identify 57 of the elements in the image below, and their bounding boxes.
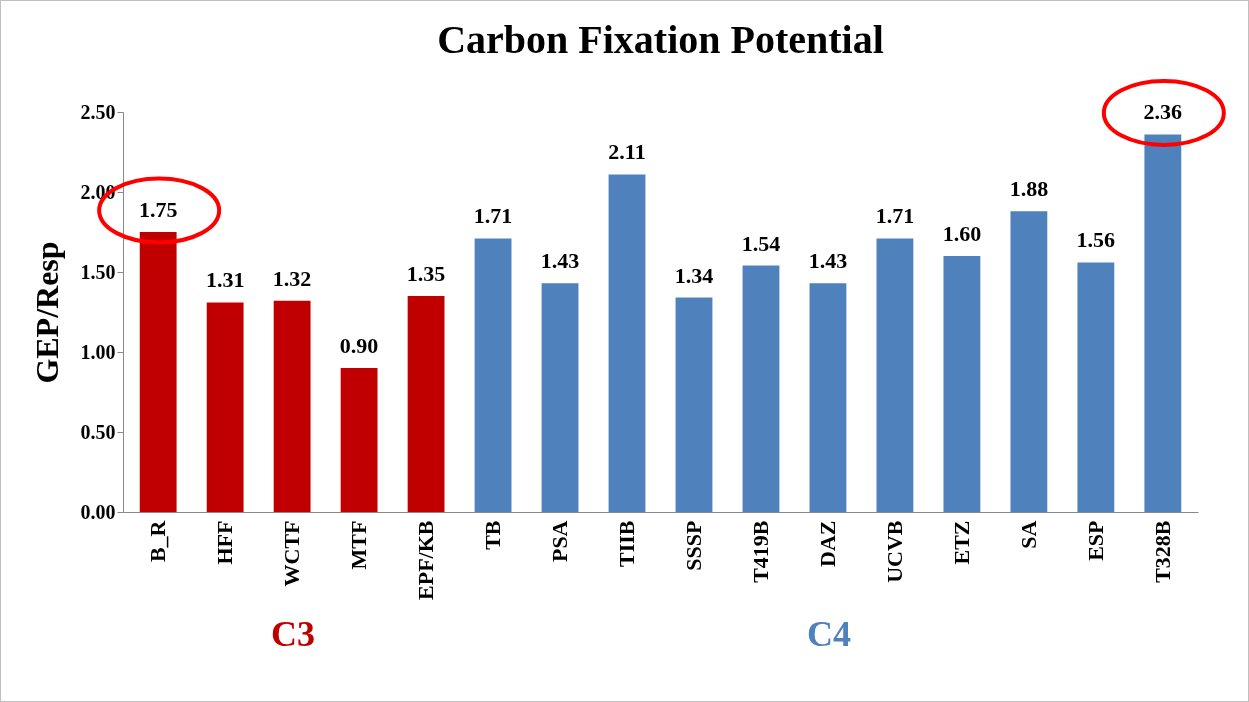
data-label: 1.34 [674,262,714,288]
bar [273,300,311,512]
data-label: 1.43 [540,248,580,274]
bar [340,368,378,512]
x-tick-label: PSA [547,520,573,563]
x-tick-label: B_R [145,519,171,563]
data-label: 1.31 [205,267,245,293]
x-tick-label: TB [480,520,506,550]
x-tick-label: DAZ [814,520,840,567]
bar [809,283,847,512]
x-tick-label: SA [1015,520,1041,549]
text: C3 [271,613,316,655]
data-label: 1.71 [473,203,513,229]
y-tick-label: 0.00 [80,500,116,523]
bar [943,256,981,512]
x-tick-label: SSSP [680,520,706,571]
data-label: 2.11 [608,139,646,165]
chart-title: Carbon Fixation Potential [437,17,884,63]
bar [1077,262,1115,512]
bar [876,238,914,512]
x-tick-label: T328B [1149,520,1175,583]
x-tick-label: TIIB [614,520,640,567]
data-label: 1.75 [138,197,178,222]
bar [1010,211,1048,512]
data-label: 1.43 [808,248,848,274]
bar [675,297,713,512]
text: C4 [806,613,851,655]
y-tick-label: 0.50 [80,420,116,443]
bar [206,302,244,512]
data-label: 1.54 [741,230,781,256]
x-tick-label: WCTF [279,520,305,587]
data-label: 1.88 [1009,176,1049,202]
x-tick-label: EPF/KB [413,520,439,600]
x-tick-label: ETZ [948,520,974,565]
data-label: 0.90 [339,333,379,358]
x-tick-label: UCVB [881,520,907,583]
bar [608,174,646,512]
y-tick-label: 1.50 [80,260,116,283]
x-tick-label: ESP [1082,520,1108,561]
y-tick-label: 2.50 [80,100,116,123]
x-tick-label: HFF [212,520,238,565]
y-axis-title: GEP/Resp [28,241,65,384]
bar [1144,134,1182,512]
data-label: 1.56 [1076,227,1116,253]
data-label: 2.36 [1143,99,1183,125]
data-label: 1.71 [875,203,915,229]
data-label: 1.60 [942,221,982,246]
x-tick-label: T419B [747,520,773,583]
y-tick-label: 1.00 [80,340,116,363]
bar [742,265,780,512]
bar [474,238,512,512]
bar [541,283,579,512]
data-label: 1.32 [272,265,312,291]
bar [407,296,445,512]
x-tick-label: MTF [346,520,372,570]
bar [139,232,177,512]
data-label: 1.35 [406,261,446,286]
